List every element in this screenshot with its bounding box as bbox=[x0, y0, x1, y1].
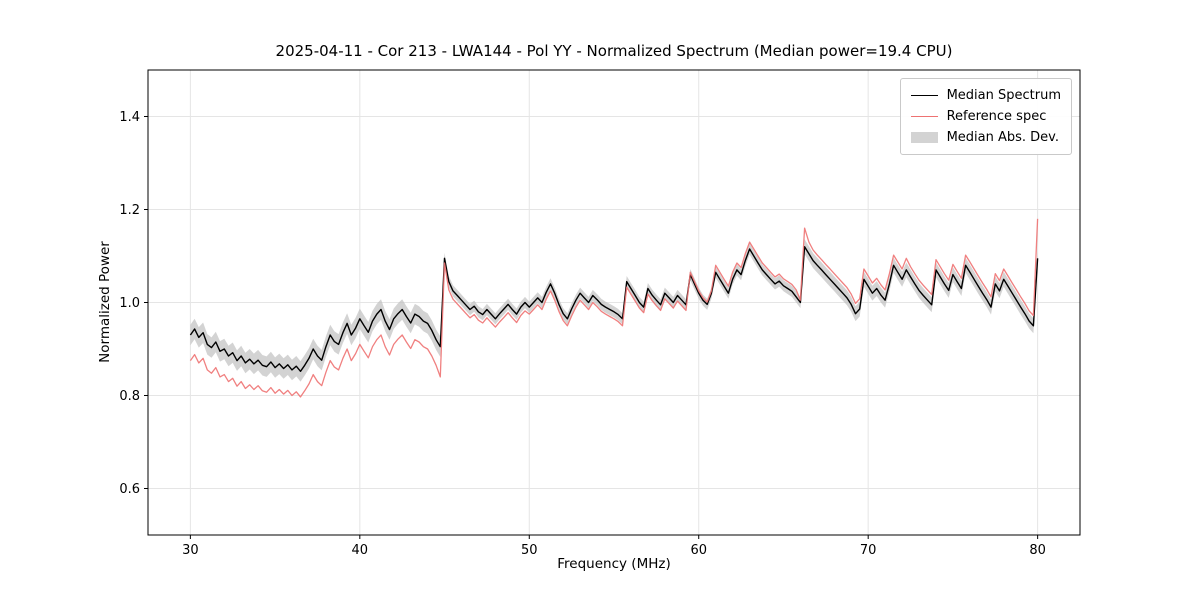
svg-text:30: 30 bbox=[182, 543, 199, 558]
svg-text:40: 40 bbox=[352, 543, 369, 558]
mad-band-sample-icon bbox=[910, 132, 938, 143]
legend-label-reference: Reference spec bbox=[946, 109, 1047, 124]
axis-ticks bbox=[144, 116, 1039, 539]
chart-title: 2025-04-11 - Cor 213 - LWA144 - Pol YY -… bbox=[275, 42, 953, 60]
svg-text:0.6: 0.6 bbox=[119, 482, 140, 497]
legend-item-reference-spec: Reference spec bbox=[910, 106, 1061, 127]
legend-label-mad: Median Abs. Dev. bbox=[946, 130, 1060, 145]
median-spectrum-line bbox=[189, 245, 1039, 372]
tick-labels: 30 40 50 60 70 80 0.6 0.8 1.0 1.2 1.4 bbox=[119, 110, 1046, 558]
legend-item-median-spectrum: Median Spectrum bbox=[910, 85, 1061, 106]
reference-line-sample-icon bbox=[910, 116, 938, 117]
svg-text:0.8: 0.8 bbox=[119, 389, 140, 404]
legend-label-median: Median Spectrum bbox=[946, 88, 1061, 103]
svg-text:70: 70 bbox=[860, 543, 877, 558]
reference-spectrum-line bbox=[189, 218, 1039, 398]
svg-text:1.2: 1.2 bbox=[119, 203, 140, 218]
legend: Median Spectrum Reference spec Median Ab… bbox=[899, 78, 1072, 155]
mad-band bbox=[190, 239, 1038, 382]
svg-text:60: 60 bbox=[690, 543, 707, 558]
svg-text:50: 50 bbox=[521, 543, 538, 558]
median-line-sample-icon bbox=[910, 95, 938, 96]
svg-text:80: 80 bbox=[1029, 543, 1046, 558]
svg-text:1.0: 1.0 bbox=[119, 296, 140, 311]
x-axis-label: Frequency (MHz) bbox=[557, 556, 671, 572]
legend-item-median-abs-dev: Median Abs. Dev. bbox=[910, 127, 1061, 148]
svg-text:1.4: 1.4 bbox=[119, 110, 140, 125]
y-axis-label: Normalized Power bbox=[97, 241, 113, 363]
